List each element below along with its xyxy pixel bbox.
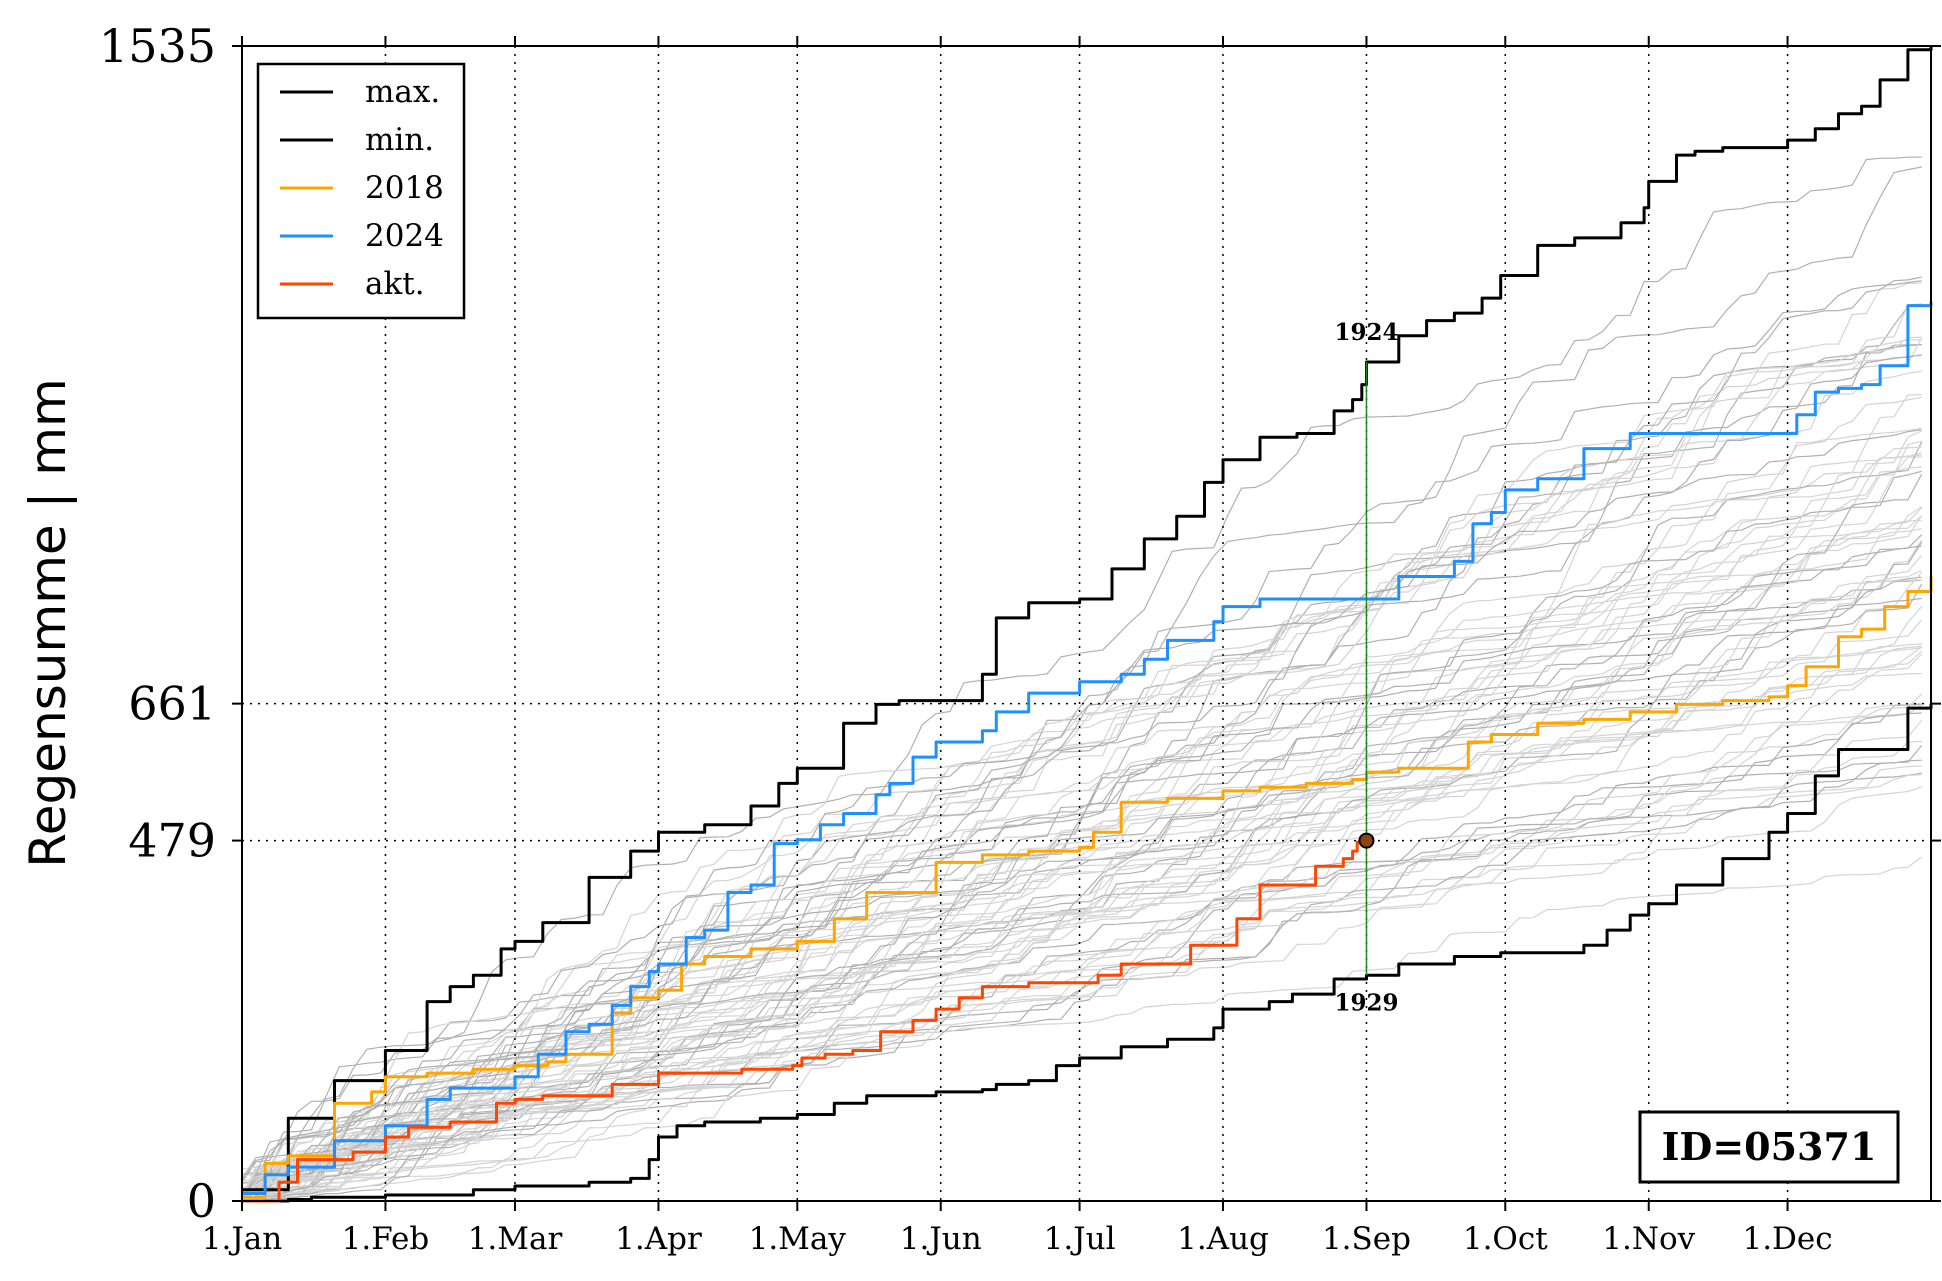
historical-year-line bbox=[241, 786, 1922, 1198]
legend-box bbox=[256, 62, 466, 320]
historical-year-line bbox=[241, 534, 1923, 1190]
historical-year-line bbox=[241, 774, 1922, 1201]
x-tick-label: 1.Aug bbox=[1177, 1221, 1269, 1257]
extreme-year-label: 1924 bbox=[1334, 319, 1398, 346]
historical-year-line bbox=[241, 456, 1922, 1202]
historical-year-line bbox=[241, 282, 1922, 1201]
background-lines bbox=[241, 156, 1923, 1202]
historical-year-line bbox=[241, 466, 1922, 1201]
historical-year-line bbox=[241, 354, 1922, 1192]
historical-year-line bbox=[241, 515, 1923, 1198]
y-tick-label: 1535 bbox=[99, 19, 216, 73]
x-tick-label: 1.May bbox=[749, 1221, 847, 1257]
x-tick-label: 1.Jul bbox=[1044, 1221, 1116, 1257]
x-axis: 1.Jan 1.Feb 1.Mar 1.Apr 1.May 1.Jun 1.Jul 1.Aug… bbox=[202, 36, 1833, 1257]
historical-year-line bbox=[241, 719, 1923, 1202]
historical-year-line bbox=[241, 452, 1922, 1200]
id-box-frame bbox=[1638, 1110, 1900, 1184]
x-tick-label: 1.Mar bbox=[468, 1221, 563, 1257]
historical-year-line bbox=[241, 545, 1922, 1201]
historical-year-line bbox=[241, 303, 1922, 1200]
historical-year-line bbox=[241, 597, 1922, 1202]
historical-year-line bbox=[241, 583, 1923, 1201]
legend: max. min. 2018 2024 akt. bbox=[256, 62, 466, 320]
historical-year-line bbox=[241, 336, 1922, 1199]
x-tick-label: 1.Oct bbox=[1463, 1221, 1548, 1257]
series-line-2018 bbox=[242, 576, 1933, 1199]
historical-year-line bbox=[241, 579, 1922, 1201]
historical-year-line bbox=[241, 765, 1922, 1191]
x-tick-label: 1.Feb bbox=[342, 1221, 430, 1257]
x-tick-label: 1.Apr bbox=[615, 1221, 702, 1257]
historical-year-line bbox=[241, 354, 1922, 1202]
current-value-marker bbox=[1358, 832, 1375, 849]
legend-label: 2024 bbox=[365, 218, 444, 254]
series-line-max bbox=[242, 46, 1933, 1192]
historical-year-line bbox=[241, 470, 1922, 1200]
series-line-2024 bbox=[242, 301, 1933, 1195]
historical-year-line bbox=[241, 569, 1922, 1201]
historical-year-line bbox=[241, 276, 1922, 1199]
historical-year-line bbox=[241, 440, 1922, 1202]
historical-year-line bbox=[241, 571, 1923, 1190]
current-day-line-group bbox=[1358, 362, 1375, 976]
annotations: 1924 1929 bbox=[1334, 319, 1398, 1016]
y-tick-label: 661 bbox=[128, 677, 216, 731]
historical-year-line bbox=[241, 702, 1922, 1185]
historical-year-line bbox=[241, 606, 1923, 1202]
plot-frame bbox=[241, 45, 1932, 1202]
historical-year-line bbox=[241, 704, 1923, 1192]
x-tick-label: 1.Nov bbox=[1602, 1221, 1695, 1257]
extreme-year-label: 1929 bbox=[1334, 989, 1398, 1016]
x-tick-label: 1.Sep bbox=[1322, 1221, 1411, 1257]
x-tick-label: 1.Jun bbox=[900, 1221, 982, 1257]
historical-year-line bbox=[241, 576, 1922, 1184]
legend-label: min. bbox=[365, 122, 434, 158]
historical-year-line bbox=[241, 441, 1923, 1201]
historical-year-line bbox=[241, 303, 1922, 1200]
legend-label: max. bbox=[365, 74, 440, 110]
legend-label: 2018 bbox=[365, 170, 444, 206]
historical-year-line bbox=[241, 745, 1923, 1201]
series-lines bbox=[242, 46, 1933, 1203]
historical-year-line bbox=[241, 772, 1922, 1201]
historical-year-line bbox=[241, 429, 1922, 1180]
series-line-akt bbox=[242, 840, 1368, 1203]
historical-year-line bbox=[241, 645, 1922, 1182]
historical-year-line bbox=[241, 693, 1923, 1202]
historical-year-line bbox=[241, 280, 1922, 1201]
historical-year-line bbox=[241, 156, 1922, 1183]
y-tick-label: 0 bbox=[187, 1174, 216, 1228]
x-tick-label: 1.Jan bbox=[202, 1221, 282, 1257]
historical-year-line bbox=[241, 344, 1922, 1175]
id-box: ID=05371 bbox=[1638, 1110, 1900, 1184]
y-axis: 0 479 661 1535 bbox=[99, 19, 1941, 1228]
series-line-min bbox=[242, 703, 1933, 1203]
x-tick-label: 1.Dec bbox=[1742, 1221, 1832, 1257]
historical-year-line bbox=[241, 446, 1922, 1202]
y-tick-label: 479 bbox=[128, 814, 216, 868]
historical-year-line bbox=[241, 712, 1922, 1202]
historical-year-line bbox=[241, 337, 1923, 1170]
legend-label: akt. bbox=[365, 266, 425, 302]
historical-year-line bbox=[241, 344, 1922, 1199]
historical-year-line bbox=[241, 166, 1922, 1201]
historical-year-line bbox=[241, 653, 1923, 1201]
historical-year-line bbox=[241, 506, 1923, 1200]
y-axis-title: Regensumme | mm bbox=[19, 378, 77, 867]
id-box-label: ID=05371 bbox=[1662, 1124, 1877, 1169]
historical-year-line bbox=[241, 643, 1922, 1201]
